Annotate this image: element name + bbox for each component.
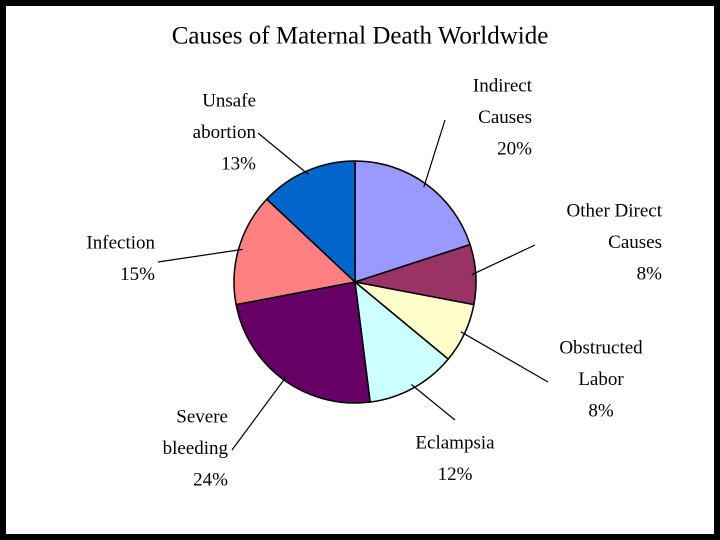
slice-label: bleeding: [163, 438, 229, 459]
pie-slice: [354, 280, 450, 403]
leader-line: [157, 248, 243, 263]
slice-label: Other Direct: [567, 200, 663, 221]
leader-line: [257, 132, 309, 176]
value-label: 15%: [120, 264, 155, 285]
slice-label: Obstructed: [559, 337, 643, 358]
leader-line: [471, 244, 536, 276]
slice-label: Severe: [176, 406, 228, 427]
value-label: 8%: [637, 263, 663, 284]
chart-title: Causes of Maternal Death Worldwide: [172, 23, 549, 50]
pie-slice: [265, 160, 356, 284]
slice-label: Causes: [608, 232, 662, 253]
leader-line: [423, 119, 446, 188]
value-label: 20%: [497, 138, 532, 159]
slice-label: Eclampsia: [415, 432, 495, 453]
value-label: 13%: [221, 153, 256, 174]
leader-line: [231, 376, 287, 451]
leader-line: [410, 384, 456, 421]
slice-label: Labor: [578, 369, 624, 390]
pie-slice: [233, 198, 357, 306]
pie-slice: [354, 160, 472, 284]
slice-label: abortion: [193, 122, 257, 143]
value-label: 12%: [438, 464, 473, 485]
slice-label: Indirect: [473, 75, 533, 96]
slice-label: Causes: [478, 107, 532, 128]
slice-label: Unsafe: [202, 90, 256, 111]
value-label: 24%: [193, 469, 228, 490]
leader-line: [460, 331, 549, 383]
value-label: 8%: [588, 400, 614, 421]
slice-label: Infection: [86, 232, 155, 253]
